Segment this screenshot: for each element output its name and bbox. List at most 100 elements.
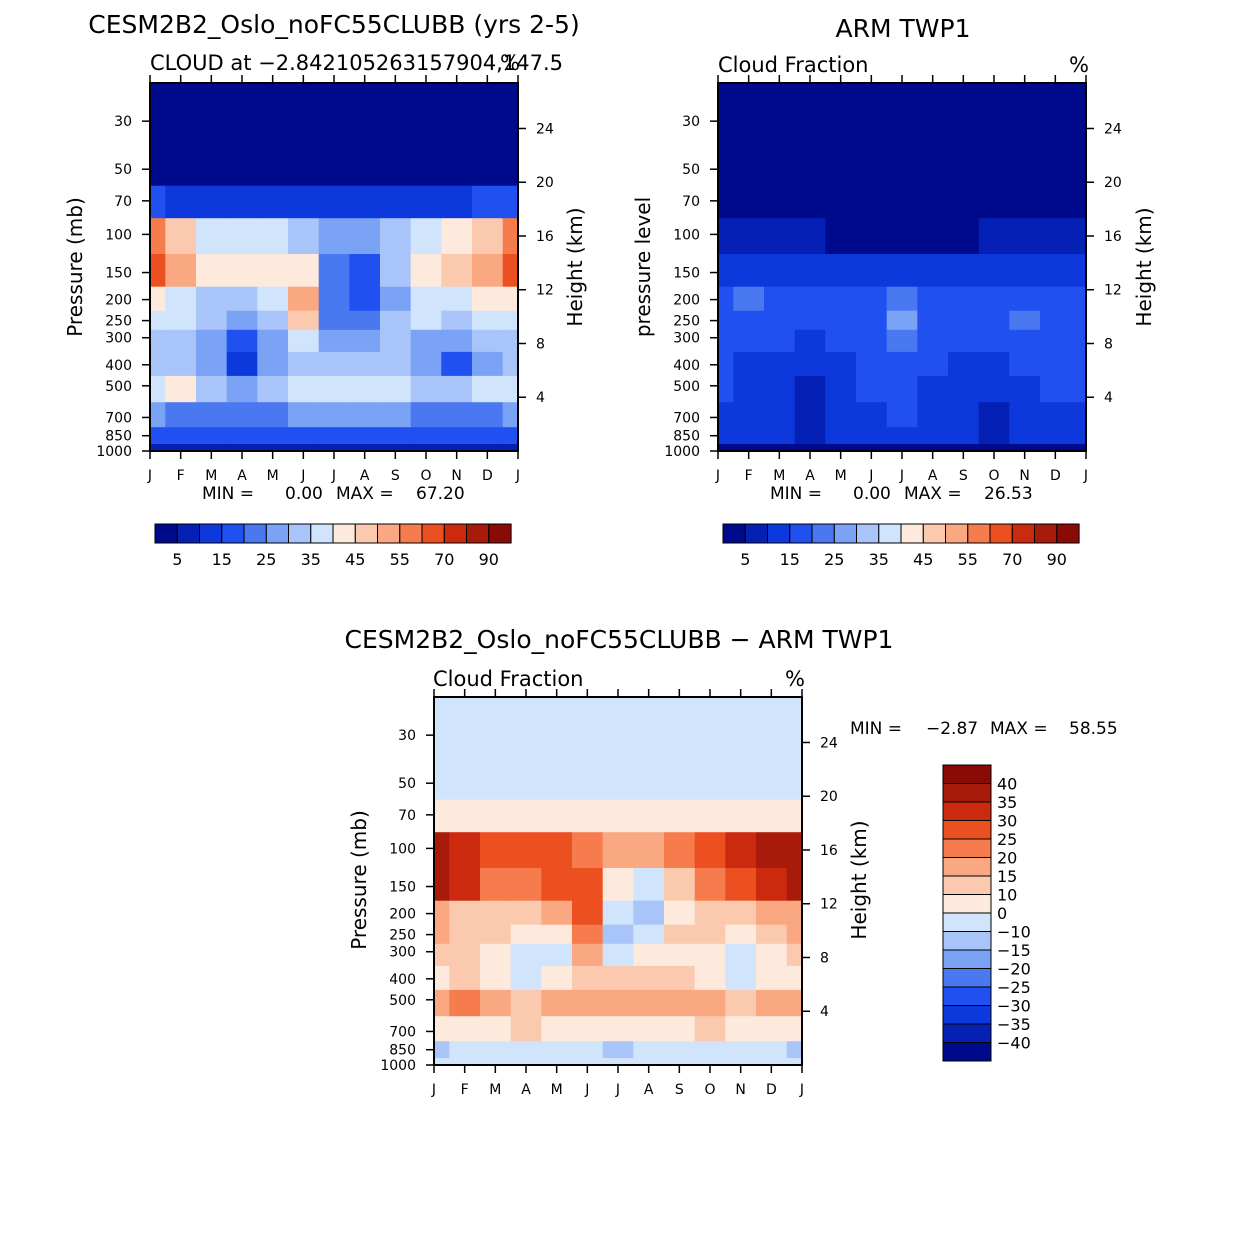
- colorbar-swatch: [176, 523, 201, 544]
- panel-3-cell: [756, 943, 788, 966]
- panel-1-cell: [226, 310, 258, 330]
- panel-2-cell: [856, 253, 888, 287]
- panel-2-cell: [948, 426, 980, 444]
- panel-1-cell: [165, 145, 197, 186]
- x-tick-label: S: [959, 468, 968, 484]
- panel-1-cell: [318, 401, 350, 428]
- panel-1-cell: [226, 145, 258, 186]
- y-tick-label: 200: [673, 293, 700, 309]
- panel-3-cell: [449, 1015, 481, 1042]
- y-right-tick-label: 16: [536, 229, 554, 245]
- y-tick-label: 500: [389, 993, 416, 1009]
- panel-1-cell: [502, 83, 518, 146]
- panel-3-cell: [756, 1015, 788, 1042]
- y-tick-label: 500: [105, 379, 132, 395]
- colorbar-swatch: [488, 523, 512, 544]
- panel-1-cell: [349, 145, 381, 186]
- panel-1-cell: [165, 83, 197, 146]
- panel-2-cell: [718, 443, 734, 451]
- panel-1-cell: [441, 401, 473, 428]
- y-right-tick-label: 12: [1104, 283, 1122, 299]
- panel-3-cell: [434, 799, 450, 833]
- panel-1-cell: [380, 185, 412, 219]
- colorbar-swatch: [942, 820, 992, 840]
- y-right-tick-label: 4: [1104, 390, 1113, 406]
- panel-2-cell: [886, 185, 918, 219]
- panel-1-cell: [257, 185, 289, 219]
- panel-2-cell: [886, 443, 918, 451]
- y-right-tick-label: 16: [1104, 229, 1122, 245]
- panel-1-cell: [288, 253, 320, 287]
- panel-3-cell: [725, 831, 757, 868]
- panel-1-cell: [288, 329, 320, 352]
- panel-2-cell: [1040, 401, 1072, 428]
- y-tick-label: 700: [389, 1024, 416, 1040]
- panel-3-cell: [541, 759, 573, 800]
- panel-2-cell: [1009, 217, 1041, 254]
- panel-3-cell: [756, 1040, 788, 1058]
- y-right-tick-label: 20: [1104, 175, 1122, 191]
- panel-3-cell: [510, 989, 542, 1017]
- panel-3-cell: [633, 989, 665, 1017]
- panel-2-cell: [1040, 426, 1072, 444]
- panel-3-cell: [480, 759, 512, 800]
- panel-2-cell: [886, 83, 918, 146]
- panel-1-cell: [257, 401, 289, 428]
- panel-1-cell: [150, 145, 166, 186]
- panel-2-cell: [764, 286, 796, 311]
- x-tick-label: J: [431, 1082, 436, 1098]
- panel-3-cell: [694, 1015, 726, 1042]
- panel-2-cell: [978, 253, 1010, 287]
- panel-1-cell: [349, 351, 381, 376]
- panel-1-cell: [226, 83, 258, 146]
- x-tick-label: F: [461, 1082, 469, 1098]
- panel-3-cell: [786, 799, 802, 833]
- panel-2-cell: [1009, 401, 1041, 428]
- panel-1-cell: [441, 310, 473, 330]
- panel-2-cell: [1009, 286, 1041, 311]
- panel-1-cell: [441, 286, 473, 311]
- panel-3-cell: [510, 900, 542, 925]
- panel-2-cell: [1040, 351, 1072, 376]
- panel-2-cell: [825, 253, 857, 287]
- panel-3-cell: [602, 965, 634, 990]
- panel-2-field: [718, 83, 1086, 451]
- panel-2-cell: [1070, 310, 1086, 330]
- panel-3-title: CESM2B2_Oslo_noFC55CLUBB − ARM TWP1: [345, 625, 894, 654]
- panel-3-cell: [786, 1015, 802, 1042]
- colorbar-swatch: [942, 1042, 992, 1062]
- panel-2-cell: [764, 185, 796, 219]
- panel-2-cell: [733, 375, 765, 403]
- colorbar-swatch: [900, 523, 924, 544]
- panel-1-title: CESM2B2_Oslo_noFC55CLUBB (yrs 2-5): [88, 10, 579, 39]
- panel-2-cell: [1070, 145, 1086, 186]
- panel-1-cell: [380, 253, 412, 287]
- panel-3-cell: [725, 989, 757, 1017]
- panel-1-cell: [410, 375, 442, 403]
- panel-3-cell: [694, 900, 726, 925]
- y-tick-label: 400: [673, 358, 700, 374]
- panel-2-cell: [948, 443, 980, 451]
- x-tick-label: M: [205, 468, 217, 484]
- panel-3-cell: [694, 1040, 726, 1058]
- panel-3-cell: [633, 965, 665, 990]
- panel-1-cell: [380, 145, 412, 186]
- panel-2-cell: [1070, 185, 1086, 219]
- x-tick-label: A: [360, 468, 370, 484]
- panel-1-cell: [472, 351, 504, 376]
- panel-1-cell: [349, 443, 381, 451]
- panel-1-cell: [349, 217, 381, 254]
- y-tick-label: 250: [673, 314, 700, 330]
- panel-3-cell: [694, 759, 726, 800]
- panel-3-cell: [664, 965, 696, 990]
- panel-2-cell: [917, 426, 949, 444]
- panel-2-cell: [1009, 329, 1041, 352]
- panel-1-cell: [288, 310, 320, 330]
- panel-2-cell: [825, 426, 857, 444]
- colorbar-swatch: [989, 523, 1013, 544]
- panel-1-cell: [410, 145, 442, 186]
- panel-3-max-value: 58.55: [1069, 719, 1118, 739]
- x-tick-label: F: [177, 468, 185, 484]
- panel-3-cell: [449, 900, 481, 925]
- colorbar-label: −35: [997, 1015, 1031, 1034]
